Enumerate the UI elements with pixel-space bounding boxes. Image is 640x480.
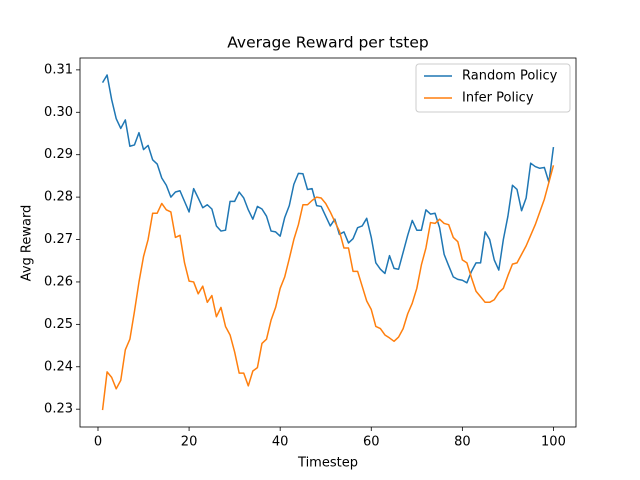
x-tick-label: 40 bbox=[272, 435, 289, 450]
y-tick-label: 0.28 bbox=[44, 190, 73, 205]
legend-label: Infer Policy bbox=[462, 91, 534, 106]
x-tick-label: 60 bbox=[363, 435, 380, 450]
y-tick-label: 0.30 bbox=[44, 105, 73, 120]
y-tick-label: 0.29 bbox=[44, 147, 73, 162]
legend-box bbox=[415, 63, 571, 113]
y-tick-label: 0.24 bbox=[44, 359, 73, 374]
x-tick-label: 0 bbox=[94, 435, 102, 450]
x-tick-label: 80 bbox=[454, 435, 471, 450]
plot-frame bbox=[79, 57, 577, 428]
y-tick-label: 0.27 bbox=[44, 232, 73, 247]
y-axis-label: Avg Reward bbox=[20, 205, 35, 282]
y-tick-label: 0.25 bbox=[44, 317, 73, 332]
x-tick-label: 20 bbox=[181, 435, 198, 450]
chart-title: Average Reward per tstep bbox=[227, 34, 429, 52]
x-tick-label: 100 bbox=[541, 435, 566, 450]
legend-label: Random Policy bbox=[462, 69, 558, 84]
y-tick-label: 0.31 bbox=[44, 62, 73, 77]
y-tick-label: 0.23 bbox=[44, 402, 73, 417]
line-series bbox=[101, 165, 555, 411]
line-series bbox=[101, 74, 555, 284]
x-axis-label: Timestep bbox=[297, 456, 358, 471]
y-tick-label: 0.26 bbox=[44, 274, 73, 289]
